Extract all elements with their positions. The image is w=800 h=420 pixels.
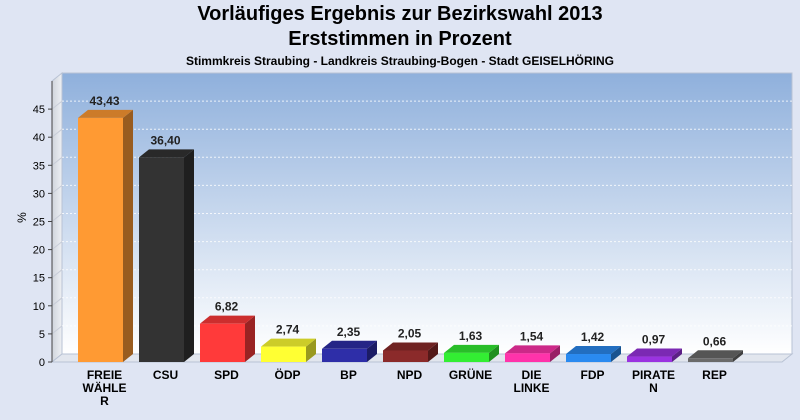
bar-value-label: 0,97 xyxy=(642,333,666,347)
x-tick-label: FREIE xyxy=(87,368,122,382)
bar-side xyxy=(428,342,438,362)
bar xyxy=(627,356,672,362)
bar-side xyxy=(123,109,133,362)
y-tick-label: 40 xyxy=(33,132,45,144)
bar-value-label: 2,74 xyxy=(276,323,300,337)
x-tick-label: R xyxy=(100,394,109,408)
gridline-side xyxy=(51,100,63,110)
bar-top xyxy=(383,342,438,351)
bar xyxy=(444,352,489,362)
x-tick-label: ÖDP xyxy=(274,367,300,382)
y-tick-label: 15 xyxy=(33,273,45,285)
bar-top xyxy=(200,315,255,324)
bar-side xyxy=(306,338,316,362)
bar-value-label: 0,66 xyxy=(703,334,727,348)
bar-value-label: 2,35 xyxy=(337,325,361,339)
x-tick-label: REP xyxy=(702,368,727,382)
bar-side xyxy=(733,350,743,362)
x-tick-label: DIE xyxy=(521,368,541,382)
bar xyxy=(505,353,550,362)
bar-value-label: 36,40 xyxy=(150,133,180,147)
bar-top xyxy=(627,348,682,357)
bar-side xyxy=(367,340,377,362)
bar-side xyxy=(672,348,682,362)
bar-value-label: 1,63 xyxy=(459,329,483,343)
gridline-side xyxy=(51,156,63,166)
x-tick-label: SPD xyxy=(214,368,239,382)
bar-top xyxy=(505,345,560,354)
bar-value-label: 2,05 xyxy=(398,326,422,340)
bar xyxy=(261,346,306,362)
bar-side xyxy=(184,149,194,362)
x-tick-label: PIRATE xyxy=(632,368,675,382)
x-tick-label: N xyxy=(649,381,658,395)
x-tick-label: BP xyxy=(340,368,357,382)
x-tick-label: CSU xyxy=(153,368,178,382)
y-tick-label: 0 xyxy=(39,357,45,369)
bar xyxy=(383,350,428,362)
bar-top xyxy=(139,149,194,158)
x-tick-label: NPD xyxy=(397,368,423,382)
bar xyxy=(566,354,611,362)
gridline-side xyxy=(51,269,63,279)
bar xyxy=(78,117,123,362)
bar-value-label: 1,42 xyxy=(581,330,605,344)
bar-value-label: 43,43 xyxy=(89,94,119,108)
gridline-side xyxy=(51,325,63,335)
chart-subtitle: Erststimmen in Prozent xyxy=(288,28,512,50)
bar-top xyxy=(688,350,743,359)
bar-top xyxy=(78,109,133,118)
x-tick-label: WÄHLE xyxy=(83,380,127,395)
y-tick-label: 30 xyxy=(33,188,45,200)
gridline-side xyxy=(51,185,63,194)
bar-value-label: 6,82 xyxy=(215,300,239,314)
bar xyxy=(139,157,184,362)
y-tick-label: 45 xyxy=(33,104,45,116)
bar xyxy=(200,323,245,362)
y-tick-label: 35 xyxy=(33,160,45,172)
gridline-side xyxy=(51,128,63,138)
bar-top xyxy=(566,346,621,355)
chart-region-subtitle: Stimmkreis Straubing - Landkreis Straubi… xyxy=(185,54,615,68)
bar-side xyxy=(550,345,560,362)
bar-side xyxy=(245,315,255,362)
y-tick-label: 10 xyxy=(33,301,45,313)
bar-side xyxy=(489,344,499,362)
bar-top xyxy=(444,344,499,353)
bar xyxy=(688,358,733,362)
x-tick-label: GRÜNE xyxy=(449,367,492,382)
gridline-side xyxy=(51,241,63,250)
bar-top xyxy=(261,338,316,347)
bar xyxy=(322,348,367,362)
gridline-side xyxy=(51,213,63,222)
bar-top xyxy=(322,340,377,349)
bar-value-label: 1,54 xyxy=(520,329,544,343)
x-tick-label: FDP xyxy=(581,368,605,382)
chart-title: Vorläufiges Ergebnis zur Bezirkswahl 201… xyxy=(197,3,603,25)
x-tick-label: LINKE xyxy=(514,381,550,395)
y-tick-label: 20 xyxy=(33,245,45,257)
gridline-side xyxy=(51,297,63,307)
bar-side xyxy=(611,346,621,362)
y-tick-label: 25 xyxy=(33,217,45,229)
y-axis-label: % xyxy=(15,212,29,223)
y-tick-label: 5 xyxy=(39,329,45,341)
